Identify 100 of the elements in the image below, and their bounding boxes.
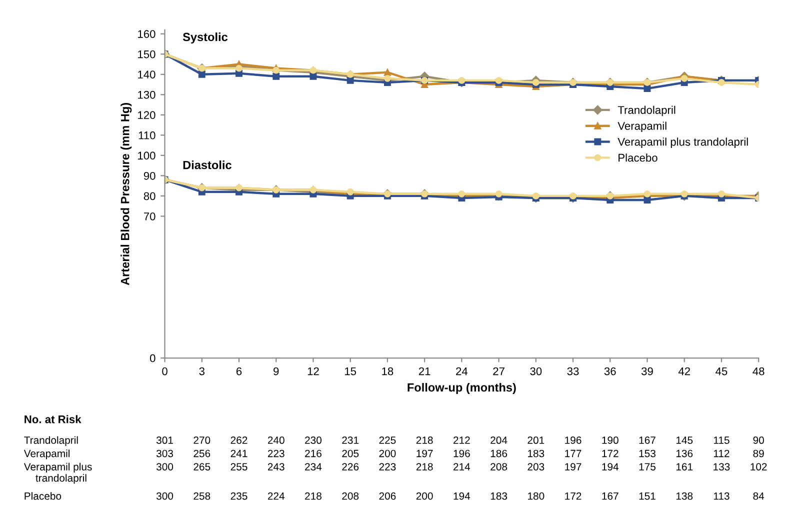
- text: 194: [454, 492, 470, 500]
- x-tick-label: 12: [308, 367, 319, 376]
- x-tick-label: 33: [567, 367, 579, 376]
- text: 161: [676, 463, 693, 470]
- x-tick-label: 24: [456, 367, 468, 376]
- text: 203: [528, 463, 544, 470]
- x-tick-label: 21: [418, 367, 430, 376]
- x-tick-label: 45: [716, 367, 728, 376]
- text: 112: [714, 450, 730, 458]
- y-tick-label: 80: [144, 192, 156, 200]
- y-tick-label: 140: [138, 70, 156, 79]
- y-tick-label: 160: [138, 30, 156, 38]
- text: 138: [676, 492, 693, 500]
- text: 226: [342, 463, 359, 470]
- x-axis-title: Follow-up (months): [408, 382, 516, 394]
- text: 208: [490, 463, 508, 470]
- x-tick-label: 48: [752, 367, 764, 376]
- y-tick-label: 70: [144, 212, 156, 220]
- text: 190: [602, 436, 618, 444]
- x-tick-label: 6: [236, 367, 242, 376]
- text: 145: [676, 436, 693, 444]
- legend-label: Verapamil: [618, 122, 666, 132]
- text: 183: [490, 492, 508, 500]
- text: 301: [156, 436, 173, 444]
- text: 175: [639, 463, 656, 470]
- text: 133: [714, 463, 730, 470]
- x-tick-label: 15: [345, 367, 356, 376]
- x-tick-label: 30: [530, 367, 542, 376]
- text: 89: [753, 450, 764, 458]
- text: 265: [194, 463, 210, 470]
- text: Trandolapril: [24, 436, 78, 446]
- text: 196: [454, 450, 470, 458]
- x-tick-label: 0: [162, 367, 168, 376]
- x-tick-label: 18: [382, 367, 394, 376]
- annotation: Diastolic: [183, 160, 232, 170]
- text: 230: [305, 436, 322, 444]
- text: 115: [714, 436, 730, 444]
- text: 197: [565, 463, 582, 470]
- y-axis-title: Arterial Blood Pressure (mm Hg): [120, 102, 132, 286]
- text: Verapamil plus trandolapril: [24, 462, 92, 484]
- text: 216: [305, 450, 322, 458]
- text: 183: [528, 450, 544, 458]
- legend-label: Trandolapril: [618, 106, 676, 116]
- text: 223: [379, 463, 396, 470]
- text: 300: [156, 463, 174, 470]
- text: 234: [305, 463, 322, 470]
- x-tick-label: 36: [604, 367, 616, 376]
- text: 303: [156, 450, 174, 458]
- text: 241: [230, 450, 248, 458]
- y-tick-label: 150: [138, 50, 156, 58]
- text: 206: [379, 492, 396, 500]
- legend-label: Verapamil plus trandolapril: [618, 138, 748, 148]
- text: 205: [342, 450, 359, 458]
- text: 201: [528, 436, 544, 444]
- x-tick-label: 27: [493, 367, 504, 376]
- text: 167: [602, 492, 618, 500]
- text: 136: [676, 450, 693, 458]
- text: 255: [230, 463, 248, 470]
- text: 151: [639, 492, 656, 500]
- text: 240: [268, 436, 284, 444]
- text: 270: [194, 436, 210, 444]
- text: 218: [416, 463, 433, 470]
- text: 214: [454, 463, 470, 470]
- text: 180: [528, 492, 544, 500]
- text: 90: [753, 436, 764, 444]
- text: 218: [305, 492, 322, 500]
- text: 172: [565, 492, 582, 500]
- text: 223: [268, 450, 284, 458]
- legend-label: Placebo: [618, 154, 658, 162]
- y-tick-label: 120: [138, 111, 156, 120]
- text: 204: [490, 436, 508, 444]
- text: 177: [565, 450, 582, 458]
- x-tick-label: 42: [678, 367, 690, 376]
- text: 167: [639, 436, 656, 444]
- x-tick-label: 39: [641, 367, 653, 376]
- text: 200: [416, 492, 433, 500]
- text: 224: [268, 492, 284, 500]
- text: No. at Risk: [24, 415, 82, 424]
- y-tick-label: 130: [138, 90, 156, 99]
- text: 208: [342, 492, 359, 500]
- text: 172: [602, 450, 618, 458]
- text: 218: [416, 436, 433, 444]
- text: 225: [379, 436, 396, 444]
- text: 256: [194, 450, 210, 458]
- text: 194: [602, 463, 619, 470]
- y-tick-label: 100: [138, 152, 156, 160]
- text: 153: [639, 450, 656, 458]
- text: Verapamil: [24, 450, 70, 460]
- text: 243: [268, 463, 284, 470]
- y-tick-label: 90: [144, 172, 156, 180]
- text: 196: [565, 436, 582, 444]
- text: 231: [342, 436, 359, 444]
- annotation: Systolic: [182, 32, 228, 44]
- text: 113: [714, 492, 730, 500]
- text: 84: [753, 492, 764, 500]
- x-tick-label: 3: [199, 367, 204, 376]
- text: 235: [230, 492, 248, 500]
- text: Placebo: [24, 492, 62, 500]
- text: 197: [416, 450, 433, 458]
- y-tick-label: 0: [150, 354, 156, 362]
